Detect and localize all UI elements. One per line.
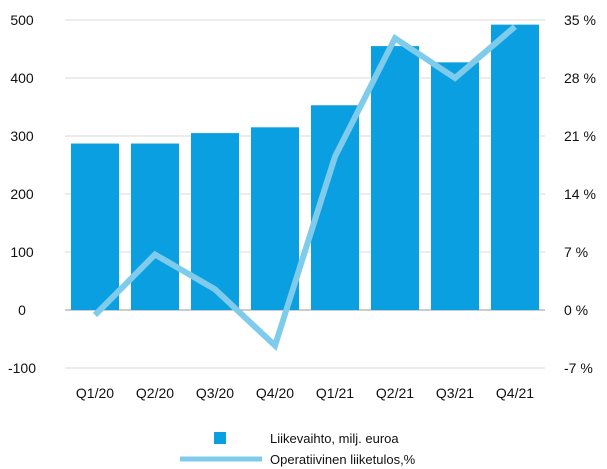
bar-Q2/21 xyxy=(371,46,419,310)
right-tick-label: 0 % xyxy=(564,302,588,318)
x-tick-label: Q4/21 xyxy=(496,385,534,401)
right-tick-label: 28 % xyxy=(564,70,596,86)
x-tick-label: Q1/21 xyxy=(316,385,354,401)
left-tick-label: 100 xyxy=(10,244,34,260)
x-tick-label: Q2/21 xyxy=(376,385,414,401)
x-tick-label: Q2/20 xyxy=(136,385,174,401)
left-tick-label: 300 xyxy=(10,128,34,144)
legend-label-line: Operatiivinen liiketulos,% xyxy=(270,452,416,467)
x-tick-label: Q1/20 xyxy=(76,385,114,401)
left-tick-label: 400 xyxy=(10,70,34,86)
left-axis: -100 0 100 200 300 400 500 xyxy=(8,12,36,376)
bar-Q1/20 xyxy=(71,143,119,310)
bar-Q3/21 xyxy=(431,62,479,311)
left-tick-label: 0 xyxy=(18,302,26,318)
line-series xyxy=(92,24,517,352)
right-tick-label: 7 % xyxy=(564,244,588,260)
right-tick-label: 14 % xyxy=(564,186,596,202)
left-tick-label: -100 xyxy=(8,360,36,376)
x-tick-label: Q3/20 xyxy=(196,385,234,401)
x-tick-label: Q3/21 xyxy=(436,385,474,401)
bar-Q3/20 xyxy=(191,133,239,310)
bar-Q2/20 xyxy=(131,143,179,310)
legend-swatch-bar xyxy=(214,432,226,444)
x-tick-label: Q4/20 xyxy=(256,385,294,401)
legend: Liikevaihto, milj. euroa Operatiivinen l… xyxy=(180,431,416,467)
x-axis: Q1/20 Q2/20 Q3/20 Q4/20 Q1/21 Q2/21 Q3/21 Q4/21 xyxy=(76,385,534,401)
right-tick-label: 21 % xyxy=(564,128,596,144)
right-tick-label: 35 % xyxy=(564,12,596,28)
bar-Q4/21 xyxy=(491,24,539,310)
right-axis: -7 % 0 % 7 % 14 % 21 % 28 % 35 % xyxy=(564,12,596,376)
left-tick-label: 200 xyxy=(10,186,34,202)
legend-label-bar: Liikevaihto, milj. euroa xyxy=(270,431,399,446)
left-tick-label: 500 xyxy=(10,12,34,28)
right-tick-label: -7 % xyxy=(564,360,593,376)
bar-Q4/20 xyxy=(251,127,299,310)
line-operating-result xyxy=(92,24,517,352)
